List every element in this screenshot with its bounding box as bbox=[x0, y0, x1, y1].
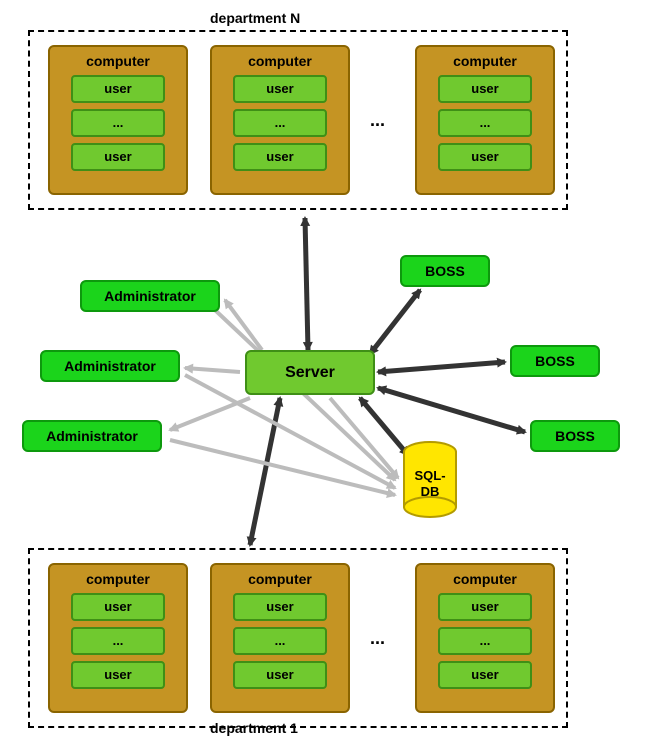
administrator-node-1: Administrator bbox=[40, 350, 180, 382]
ellipsis-bottom: ... bbox=[370, 628, 385, 649]
computer-label: computer bbox=[212, 565, 348, 587]
department-n-label: department N bbox=[210, 10, 300, 26]
user-box: user bbox=[233, 75, 327, 103]
sql-db-node: SQL- DB bbox=[400, 440, 460, 530]
computer-label: computer bbox=[417, 565, 553, 587]
server-node: Server bbox=[245, 350, 375, 395]
boss-node-2: BOSS bbox=[530, 420, 620, 452]
computer-node-bottom-1: computer user... user bbox=[210, 563, 350, 713]
user-ellipsis: ... bbox=[71, 627, 165, 655]
computer-label: computer bbox=[212, 47, 348, 69]
diagram-canvas: department N department 1 computer user..… bbox=[0, 0, 650, 744]
user-box: user bbox=[438, 75, 532, 103]
department-1-label: department 1 bbox=[210, 720, 298, 736]
ellipsis-top: ... bbox=[370, 110, 385, 131]
user-box: user bbox=[438, 143, 532, 171]
user-box: user bbox=[438, 661, 532, 689]
boss-node-1: BOSS bbox=[510, 345, 600, 377]
user-ellipsis: ... bbox=[438, 109, 532, 137]
computer-label: computer bbox=[50, 47, 186, 69]
user-box: user bbox=[71, 75, 165, 103]
user-box: user bbox=[438, 593, 532, 621]
administrator-node-2: Administrator bbox=[22, 420, 162, 452]
administrator-node-0: Administrator bbox=[80, 280, 220, 312]
computer-label: computer bbox=[50, 565, 186, 587]
user-box: user bbox=[71, 593, 165, 621]
user-ellipsis: ... bbox=[71, 109, 165, 137]
computer-node-top-1: computer user... user bbox=[210, 45, 350, 195]
db-label-1: SQL- bbox=[400, 468, 460, 483]
user-box: user bbox=[71, 143, 165, 171]
computer-node-top-2: computer user... user bbox=[415, 45, 555, 195]
computer-label: computer bbox=[417, 47, 553, 69]
user-box: user bbox=[233, 593, 327, 621]
computer-node-bottom-2: computer user... user bbox=[415, 563, 555, 713]
user-ellipsis: ... bbox=[233, 109, 327, 137]
boss-node-0: BOSS bbox=[400, 255, 490, 287]
user-ellipsis: ... bbox=[438, 627, 532, 655]
computer-node-top-0: computer user... user bbox=[48, 45, 188, 195]
user-ellipsis: ... bbox=[233, 627, 327, 655]
user-box: user bbox=[233, 661, 327, 689]
user-box: user bbox=[71, 661, 165, 689]
computer-node-bottom-0: computer user... user bbox=[48, 563, 188, 713]
user-box: user bbox=[233, 143, 327, 171]
db-label-2: DB bbox=[400, 484, 460, 499]
